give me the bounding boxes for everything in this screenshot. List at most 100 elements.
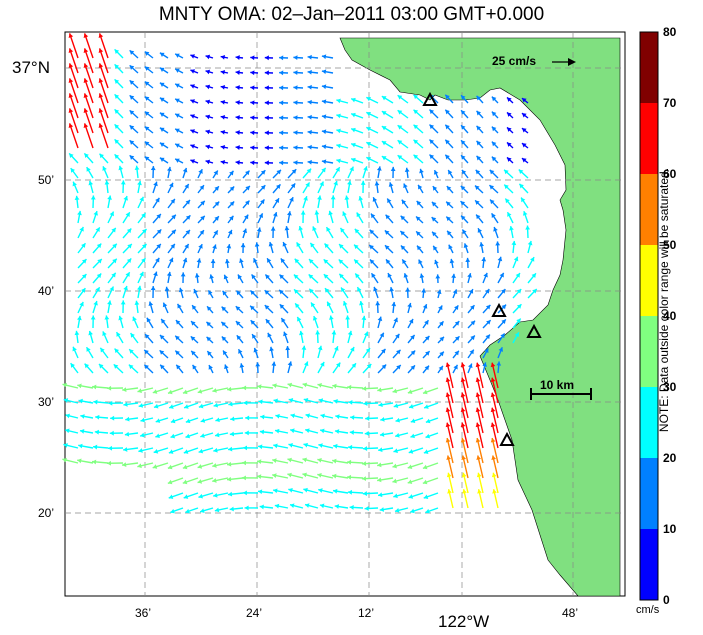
current-vector-head — [159, 350, 165, 355]
current-vector-head — [467, 273, 472, 278]
current-vector-head — [63, 398, 69, 403]
current-vector-head — [282, 242, 287, 247]
current-vector — [446, 362, 454, 389]
current-vector-head — [153, 448, 159, 454]
current-vector-head — [350, 347, 355, 352]
current-vector-head — [176, 364, 181, 370]
current-vector-head — [280, 258, 286, 264]
current-vector-head — [297, 316, 302, 322]
current-vector-head — [65, 428, 70, 434]
current-vector-head — [385, 214, 391, 220]
current-vector-head — [264, 100, 269, 106]
current-vector-head — [236, 290, 241, 296]
current-vector-head — [321, 167, 326, 173]
current-vector-head — [293, 70, 298, 76]
current-vector-head — [112, 243, 117, 249]
current-vector-head — [153, 271, 158, 277]
current-vector-head — [299, 330, 304, 336]
current-vector-head — [258, 213, 264, 218]
current-vector-head — [497, 256, 503, 262]
current-vector-head — [93, 301, 98, 306]
current-vector-head — [369, 259, 375, 265]
current-vector-head — [490, 437, 496, 443]
current-vector — [446, 437, 454, 464]
current-vector-head — [499, 272, 504, 278]
current-vector-head — [460, 201, 466, 206]
colorbar-unit: cm/s — [636, 604, 660, 616]
current-vector-head — [90, 315, 96, 320]
current-vector — [68, 63, 79, 89]
current-vector-head — [379, 332, 384, 338]
current-vector-head — [328, 315, 334, 320]
current-vector-head — [332, 458, 337, 464]
current-vector-head — [463, 243, 469, 248]
current-vector-head — [293, 85, 298, 91]
current-vector-head — [445, 139, 450, 145]
current-vector-head — [250, 160, 255, 166]
current-vector-head — [267, 258, 272, 263]
current-vector-head — [293, 274, 299, 280]
current-vector-head — [439, 336, 444, 342]
current-vector-head — [448, 244, 453, 250]
current-vector-head — [425, 351, 430, 356]
current-vector-head — [491, 156, 497, 162]
current-vector — [446, 377, 454, 404]
current-vector-head — [321, 69, 327, 75]
current-vector-head — [244, 430, 249, 436]
current-vector-head — [114, 49, 120, 54]
current-vector-head — [98, 123, 104, 128]
current-vector-head — [178, 287, 184, 293]
current-vector-head — [381, 96, 387, 101]
current-vector-head — [504, 184, 509, 190]
current-vector-head — [185, 508, 190, 514]
current-vector-head — [361, 476, 367, 481]
current-vector-head — [379, 507, 385, 512]
lat-label: 37°N — [12, 58, 50, 77]
current-vector-head — [445, 392, 451, 398]
current-vector-head — [498, 347, 504, 352]
current-vector-head — [363, 331, 369, 337]
current-vector-head — [114, 348, 120, 354]
current-vector-head — [446, 472, 452, 478]
current-vector-head — [81, 243, 86, 248]
current-vector-head — [279, 100, 284, 106]
current-vector-head — [375, 301, 381, 306]
current-vector-head — [83, 63, 89, 68]
current-vector-head — [205, 54, 211, 60]
station-markers — [422, 91, 542, 446]
current-vector-head — [259, 429, 265, 435]
current-vector-head — [196, 258, 202, 263]
current-vector-head — [468, 289, 474, 294]
current-vector — [446, 407, 454, 434]
lon-label: 36’ — [135, 606, 152, 620]
current-vector-head — [144, 349, 149, 355]
current-vector-head — [321, 84, 327, 90]
current-vector — [476, 437, 484, 464]
current-vector-head — [166, 166, 172, 172]
current-vector-head — [88, 180, 94, 186]
current-vector-head — [68, 78, 74, 83]
current-vector-head — [239, 363, 245, 368]
current-vector-head — [98, 108, 104, 113]
current-vector-head — [175, 350, 180, 356]
current-vector-head — [410, 335, 415, 340]
current-vector-head — [475, 407, 481, 413]
current-vector-head — [199, 185, 204, 190]
current-vector — [476, 377, 484, 404]
current-vector — [68, 123, 79, 149]
current-vector-head — [70, 363, 75, 368]
current-vector-head — [348, 399, 353, 405]
current-vector-head — [83, 123, 89, 128]
current-vector-head — [170, 418, 176, 424]
current-vector — [68, 78, 79, 104]
current-vector-head — [137, 388, 142, 394]
current-vector-head — [242, 228, 248, 234]
current-vector-head — [470, 320, 476, 326]
current-vector-head — [206, 336, 212, 342]
current-vector-head — [460, 185, 466, 191]
current-vector-head — [152, 464, 158, 469]
current-vector-head — [198, 448, 204, 454]
current-vector-head — [123, 447, 128, 452]
current-vector-head — [175, 98, 180, 103]
current-vector-head — [462, 489, 467, 494]
